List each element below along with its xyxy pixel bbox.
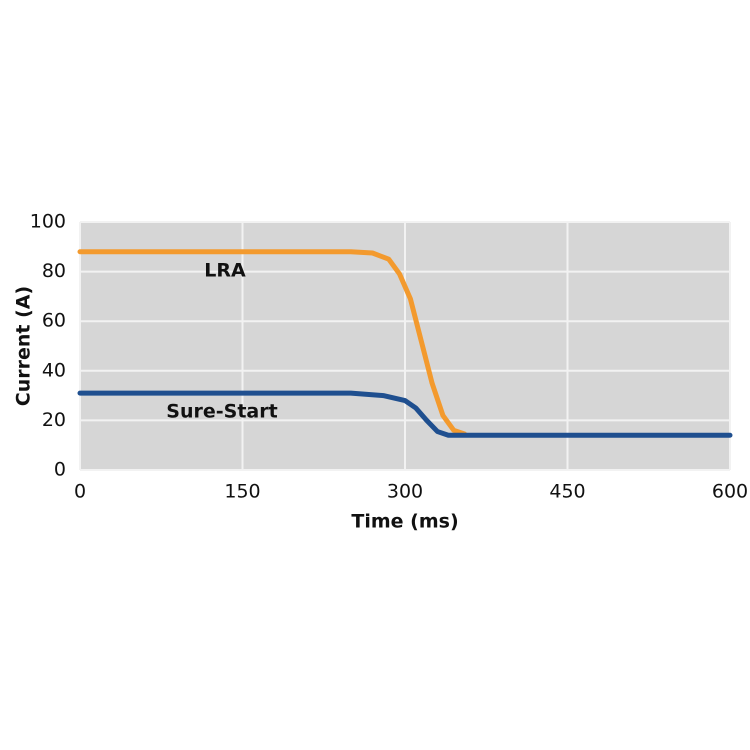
x-tick-label: 450: [549, 481, 585, 503]
x-tick-label: 600: [712, 481, 748, 503]
y-tick-label: 0: [54, 459, 66, 481]
x-tick-label: 150: [224, 481, 260, 503]
x-axis-title: Time (ms): [351, 511, 458, 533]
y-tick-label: 60: [42, 310, 66, 332]
series-label: LRA: [204, 260, 246, 282]
x-tick-label: 300: [387, 481, 423, 503]
y-tick-label: 20: [42, 409, 66, 431]
y-axis-title: Current (A): [13, 286, 35, 406]
x-tick-label: 0: [74, 481, 86, 503]
y-tick-label: 40: [42, 359, 66, 381]
series-label: Sure-Start: [166, 401, 277, 423]
y-tick-label: 100: [30, 211, 66, 233]
y-tick-label: 80: [42, 260, 66, 282]
data-line: [77, 390, 733, 438]
data-line: [77, 249, 468, 437]
